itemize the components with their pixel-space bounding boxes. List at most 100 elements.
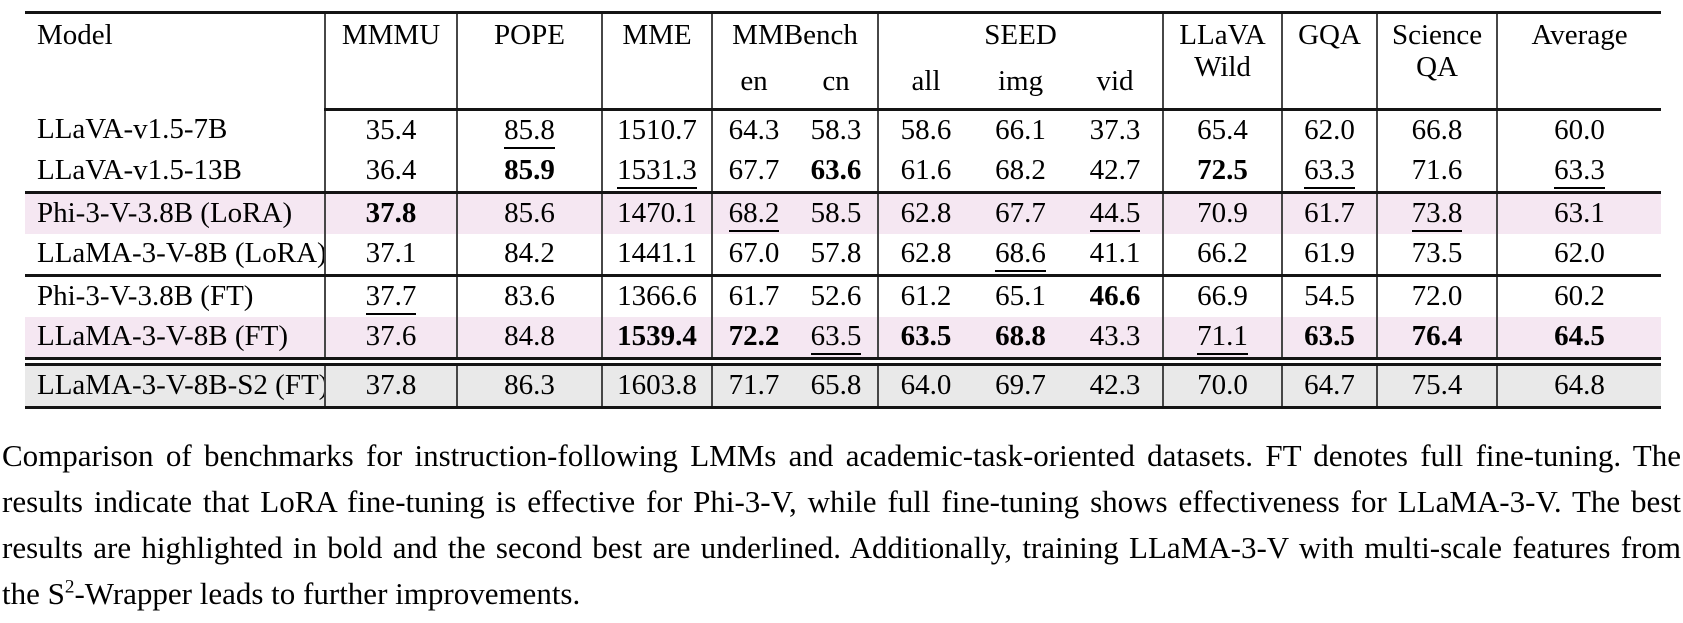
score-cell: 42.3	[1068, 357, 1164, 408]
score-cell: 66.9	[1162, 274, 1283, 317]
col-header-pope: POPE	[456, 12, 602, 111]
score-cell: 66.8	[1376, 109, 1498, 151]
score-cell: 37.6	[324, 317, 457, 362]
score-cell: 64.7	[1281, 357, 1378, 408]
score-cell: 60.2	[1496, 274, 1662, 317]
score-cell: 68.2	[711, 191, 795, 234]
score-cell: 61.2	[877, 274, 974, 317]
col-header-mmbench-en: en	[711, 66, 795, 111]
score-cell: 1470.1	[601, 191, 712, 234]
score-cell: 61.9	[1281, 234, 1378, 276]
score-cell: 1539.4	[601, 317, 712, 362]
score-cell: 62.0	[1281, 109, 1378, 151]
score-cell: 66.2	[1162, 234, 1283, 276]
score-cell: 63.1	[1496, 191, 1662, 234]
col-header-mmbench-cn: cn	[795, 66, 879, 111]
score-cell: 62.8	[877, 191, 974, 234]
score-cell: 71.6	[1376, 151, 1498, 193]
score-cell: 67.0	[711, 234, 795, 276]
score-cell: 65.8	[795, 357, 879, 408]
score-cell: 54.5	[1281, 274, 1378, 317]
table-row: LLaMA-3-V-8B (FT) 37.6 84.8 1539.4 72.2 63.5 6…	[25, 317, 1662, 362]
score-cell: 41.1	[1089, 237, 1141, 270]
score-cell: 35.4	[324, 109, 457, 151]
score-cell: 1441.1	[601, 234, 712, 276]
score-cell: 65.4	[1162, 109, 1283, 151]
table-row: Phi-3-V-3.8B (FT) 37.7 83.6 1366.6 61.7 52.6 6…	[25, 274, 1662, 317]
score-cell: 63.3	[1496, 151, 1662, 193]
col-header-science-line2: QA	[1416, 50, 1458, 83]
score-cell: 52.6	[795, 274, 879, 317]
score-cell: 63.3	[1281, 151, 1378, 193]
score-cell: 37.1	[324, 234, 457, 276]
score-cell: 37.3	[1089, 114, 1141, 147]
score-cell: 63.5	[795, 317, 878, 362]
header-row-subcolumns: en cn all img vid	[25, 66, 1661, 111]
score-cell: 64.0	[877, 357, 974, 408]
score-cell: 60.0	[1496, 109, 1662, 151]
score-cell: 58.3	[810, 114, 862, 147]
model-name-cell: LLaMA-3-V-8B-S2 (FT)	[25, 357, 325, 408]
col-header-seed-vid: vid	[1068, 66, 1164, 111]
score-cell: 72.5	[1162, 151, 1283, 193]
table-body: LLaVA-v1.5-7B 35.4 85.8 1510.7 64.3 58.3 58.6 6…	[25, 109, 1662, 408]
score-cell: 73.5	[1376, 234, 1498, 276]
score-cell: 63.6	[810, 154, 862, 187]
score-cell: 62.0	[1496, 234, 1662, 276]
score-cell: 37.8	[324, 191, 457, 234]
score-cell: 64.8	[1496, 357, 1662, 408]
score-cell: 75.4	[1376, 357, 1498, 408]
col-header-model: Model	[37, 19, 113, 51]
model-name-cell: Phi-3-V-3.8B (LoRA)	[25, 191, 325, 234]
score-cell: 83.6	[456, 274, 602, 317]
col-group-seed: SEED	[877, 12, 1164, 66]
score-cell: 64.5	[1496, 317, 1662, 362]
col-header-mmmu: MMMU	[324, 12, 457, 111]
score-cell: 68.2	[995, 154, 1046, 187]
score-cell: 69.7	[973, 357, 1069, 408]
benchmark-table: Model MMMU POPE MME MMBench SEED LLaVA Wi…	[25, 11, 1662, 409]
score-cell: 61.7	[711, 274, 795, 317]
caption-text-part1: Comparison of benchmarks for instruction…	[2, 438, 1681, 611]
score-cell: 86.3	[456, 357, 602, 408]
caption-text-part2: -Wrapper leads to further improvements.	[74, 576, 581, 611]
model-name-cell: LLaMA-3-V-8B (FT)	[37, 320, 289, 353]
col-header-gqa: GQA	[1281, 12, 1378, 111]
score-cell: 84.8	[456, 317, 602, 362]
table-row: LLaMA-3-V-8B (LoRA) 37.1 84.2 1441.1 67.0 57.…	[25, 234, 1662, 276]
score-cell: 72.0	[1376, 274, 1498, 317]
score-cell: 61.6	[877, 151, 974, 193]
score-cell: 85.6	[456, 191, 602, 234]
table-row: LLaVA-v1.5-7B 35.4 85.8 1510.7 64.3 58.3 58.6 6…	[25, 109, 1662, 151]
score-cell: 61.7	[1281, 191, 1378, 234]
score-cell: 36.4	[324, 151, 457, 193]
col-group-mmbench: MMBench	[710, 12, 879, 66]
score-cell: 62.8	[877, 234, 974, 276]
col-header-scienceqa: Science QA	[1376, 12, 1498, 111]
header-row-groups: Model MMMU POPE MME MMBench SEED LLaVA Wi…	[25, 12, 1662, 111]
score-cell: 58.5	[795, 191, 879, 234]
score-cell: 71.7	[711, 357, 795, 408]
table-header: Model MMMU POPE MME MMBench SEED LLaVA Wi…	[25, 12, 1662, 111]
score-cell: 43.3	[1089, 320, 1141, 353]
score-cell: 67.7	[711, 151, 795, 193]
col-header-seed-all: all	[877, 66, 974, 111]
col-header-seed-img: img	[973, 66, 1069, 111]
score-cell: 68.6	[973, 234, 1068, 276]
score-cell: 1603.8	[601, 357, 712, 408]
col-header-llava-line2: Wild	[1194, 50, 1251, 83]
caption-superscript: 2	[64, 576, 75, 598]
score-cell: 1366.6	[601, 274, 712, 317]
col-header-science-line1: Science	[1391, 19, 1483, 51]
score-cell: 37.8	[324, 357, 457, 408]
score-cell: 66.1	[995, 114, 1046, 147]
table-row: Phi-3-V-3.8B (LoRA) 37.8 85.6 1470.1 68.2 58.…	[25, 191, 1662, 234]
score-cell: 42.7	[1089, 154, 1141, 187]
score-cell: 64.3	[711, 109, 795, 151]
score-cell: 70.9	[1162, 191, 1283, 234]
score-cell: 76.4	[1376, 317, 1498, 362]
score-cell: 57.8	[810, 237, 862, 270]
model-name-cell: LLaMA-3-V-8B (LoRA)	[37, 237, 325, 270]
score-cell: 63.5	[877, 317, 974, 362]
score-cell: 70.0	[1162, 357, 1283, 408]
